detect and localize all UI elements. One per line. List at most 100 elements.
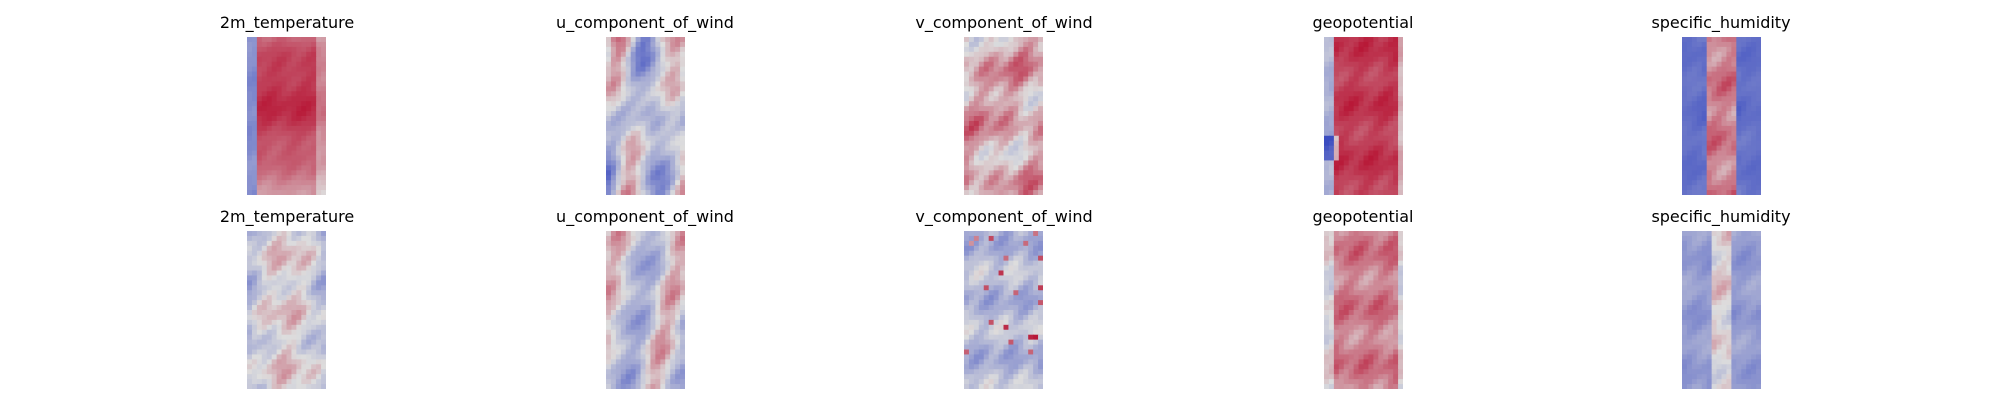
heatmap-cell <box>645 46 652 53</box>
heatmap-cell <box>1726 106 1732 112</box>
heatmap-cell <box>645 56 652 63</box>
heatmap-cell <box>1333 101 1340 107</box>
heatmap-cell <box>1731 116 1737 122</box>
heatmap-cell <box>645 106 652 112</box>
heatmap-cell <box>1373 106 1379 112</box>
heatmap-cell <box>261 344 268 351</box>
heatmap-cell <box>271 384 278 389</box>
heatmap-cell <box>1008 314 1014 321</box>
heatmap-cell <box>655 185 661 191</box>
heatmap-cell <box>321 61 326 68</box>
heatmap-cell <box>1383 240 1389 247</box>
heatmap-cell <box>1343 125 1350 132</box>
heatmap-cell <box>296 245 302 252</box>
heatmap-cell <box>316 96 322 102</box>
heatmap-cell <box>1378 349 1384 356</box>
heatmap-cell <box>625 310 632 316</box>
heatmap-cell <box>1038 155 1043 162</box>
heatmap-cell <box>1736 185 1742 191</box>
heatmap-cell <box>640 116 647 122</box>
heatmap-cell <box>271 324 278 331</box>
heatmap-cell <box>321 150 326 157</box>
heatmap-cell <box>1353 175 1360 181</box>
heatmap-cell <box>311 369 317 375</box>
heatmap-cell <box>271 354 278 360</box>
heatmap-cell <box>1368 235 1374 242</box>
heatmap-cell <box>286 280 293 286</box>
heatmap-cell <box>1691 51 1698 58</box>
heatmap-cell <box>660 231 666 237</box>
heatmap-cell <box>1033 190 1039 195</box>
heatmap-cell <box>983 384 990 389</box>
heatmap-cell <box>1721 175 1728 181</box>
heatmap-cell <box>625 116 632 122</box>
heatmap-cell <box>978 250 985 257</box>
heatmap-cell <box>1013 275 1019 281</box>
heatmap-cell <box>1731 130 1737 137</box>
heatmap-cell <box>1756 300 1761 306</box>
heatmap-cell <box>1013 319 1019 326</box>
heatmap-cell <box>291 354 297 360</box>
heatmap-cell <box>1343 66 1350 73</box>
heatmap-cell <box>1721 240 1728 247</box>
heatmap-cell <box>306 165 312 171</box>
heatmap-cell <box>993 319 1000 326</box>
heatmap-cell <box>1033 96 1039 102</box>
heatmap-cell <box>665 51 671 58</box>
heatmap-cell <box>1003 295 1010 301</box>
heatmap-cell <box>998 120 1005 127</box>
heatmap-cell <box>281 295 288 301</box>
heatmap-cell <box>1746 300 1752 306</box>
heatmap-cell <box>281 285 288 291</box>
heatmap-cell <box>1358 37 1365 43</box>
heatmap-cell <box>247 231 253 237</box>
heatmap-cell <box>640 235 647 242</box>
heatmap-cell <box>1368 379 1374 385</box>
heatmap-cell <box>311 71 317 78</box>
heatmap-cell <box>296 231 302 237</box>
heatmap-cell <box>665 180 671 186</box>
heatmap-cell <box>1328 310 1335 316</box>
heatmap-cell <box>247 175 253 181</box>
heatmap-cell <box>261 374 268 380</box>
heatmap-cell <box>640 339 647 346</box>
heatmap-cell <box>301 305 307 311</box>
heatmap-cell <box>247 255 253 262</box>
heatmap-cell <box>625 150 632 157</box>
heatmap-cell <box>1741 37 1747 43</box>
heatmap-cell <box>1686 300 1693 306</box>
heatmap-cell <box>261 369 268 375</box>
heatmap-cell <box>1033 41 1039 48</box>
heatmap-cell <box>1358 295 1365 301</box>
heatmap-cell <box>1741 86 1747 92</box>
heatmap-cell <box>1711 185 1718 191</box>
heatmap-cell <box>261 295 268 301</box>
heatmap-cell <box>1691 61 1698 68</box>
heatmap-cell <box>1333 175 1340 181</box>
heatmap-cell <box>1338 255 1345 262</box>
heatmap-cell <box>1338 71 1345 78</box>
heatmap-cell <box>1013 135 1019 142</box>
heatmap-cell <box>615 155 622 162</box>
heatmap-cell <box>630 76 637 83</box>
heatmap-cell <box>291 369 297 375</box>
heatmap-cell <box>680 324 685 331</box>
heatmap-cell <box>973 384 980 389</box>
heatmap-cell <box>1696 295 1703 301</box>
heatmap-cell <box>286 41 293 48</box>
heatmap-cell <box>1696 120 1703 127</box>
heatmap-cell <box>1741 300 1747 306</box>
heatmap-cell <box>1706 56 1713 63</box>
heatmap-cell <box>1393 354 1399 360</box>
heatmap-cell <box>1736 41 1742 48</box>
heatmap-cell <box>964 61 970 68</box>
heatmap-cell <box>276 135 283 142</box>
heatmap-cell <box>1746 310 1752 316</box>
heatmap-cell <box>1383 295 1389 301</box>
heatmap-cell <box>286 245 293 252</box>
heatmap-cell <box>680 290 685 296</box>
heatmap-cell <box>1368 150 1374 157</box>
heatmap-cell <box>655 245 661 252</box>
heatmap-cell <box>1023 175 1029 181</box>
heatmap-cell <box>625 125 632 132</box>
